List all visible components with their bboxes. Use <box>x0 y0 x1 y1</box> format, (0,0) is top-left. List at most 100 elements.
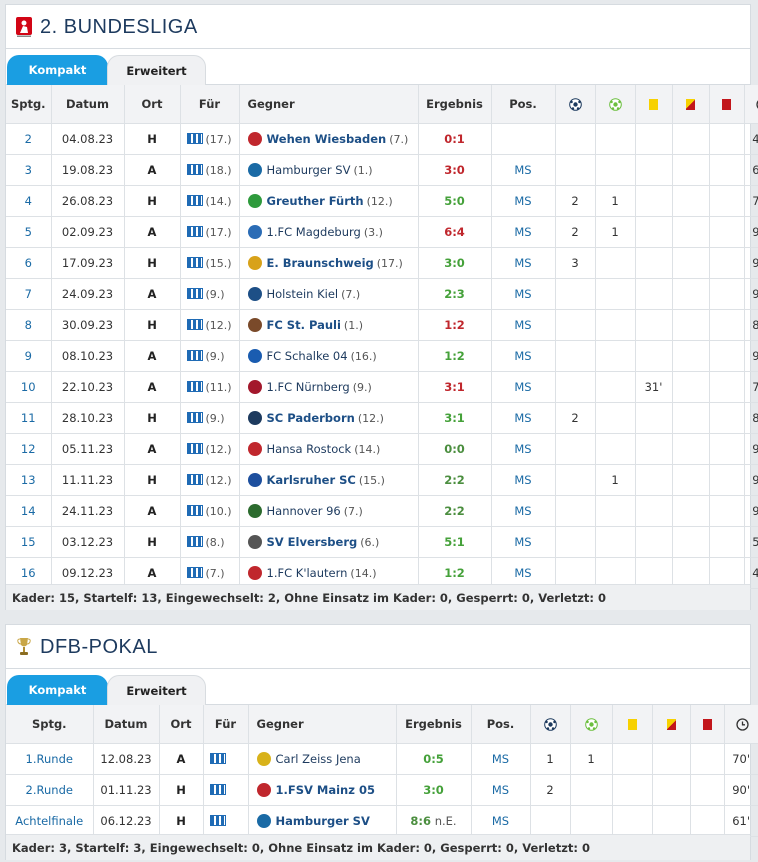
matchday-link[interactable]: 10 <box>6 371 52 403</box>
col-pos[interactable]: Pos. <box>471 705 531 744</box>
position[interactable]: MS <box>471 774 531 806</box>
result-link[interactable]: 3:0 <box>423 782 444 797</box>
own-team[interactable] <box>203 743 249 775</box>
matchday-link[interactable]: 1.Runde <box>6 743 94 775</box>
opponent-name[interactable]: Wehen Wiesbaden <box>266 131 387 146</box>
opponent[interactable]: Karlsruher SC (15.) <box>239 464 419 496</box>
opponent-name[interactable]: 1.FC Nürnberg <box>266 379 350 394</box>
position[interactable]: MS <box>491 464 556 496</box>
own-team[interactable]: (8.) <box>180 526 240 558</box>
own-team[interactable]: (17.) <box>180 123 240 155</box>
own-team[interactable]: (15.) <box>180 247 240 279</box>
own-team[interactable]: (17.) <box>180 216 240 248</box>
col-yellow-red-card[interactable] <box>672 85 710 124</box>
col-assists[interactable] <box>570 705 613 744</box>
matchday-link[interactable]: 11 <box>6 402 52 434</box>
result-link[interactable]: 3:1 <box>444 410 465 425</box>
own-team[interactable]: (14.) <box>180 185 240 217</box>
opponent-name[interactable]: 1.FC Magdeburg <box>266 224 361 239</box>
opponent-name[interactable]: E. Braunschweig <box>266 255 374 270</box>
position[interactable]: MS <box>471 743 531 775</box>
col-goals[interactable] <box>555 85 596 124</box>
tab-erweitert[interactable]: Erweitert <box>107 675 206 705</box>
opponent-name[interactable]: 1.FC K'lautern <box>266 565 348 580</box>
result-link[interactable]: 2:2 <box>444 503 465 518</box>
opponent[interactable]: Carl Zeiss Jena <box>248 743 397 775</box>
opponent-name[interactable]: FC Schalke 04 <box>266 348 348 363</box>
result-link[interactable]: 6:4 <box>444 224 465 239</box>
own-team[interactable]: (12.) <box>180 433 240 465</box>
position[interactable]: MS <box>491 495 556 527</box>
col-ort[interactable]: Ort <box>159 705 204 744</box>
match-result[interactable]: 5:0 <box>418 185 492 217</box>
match-result[interactable]: 3:0 <box>396 774 472 806</box>
col-datum[interactable]: Datum <box>93 705 160 744</box>
result-link[interactable]: 3:0 <box>444 255 465 270</box>
match-result[interactable]: 1:2 <box>418 309 492 341</box>
position[interactable]: MS <box>491 557 556 589</box>
result-link[interactable]: 1:2 <box>444 565 465 580</box>
tab-kompakt[interactable]: Kompakt <box>7 55 108 85</box>
position[interactable]: MS <box>491 402 556 434</box>
result-link[interactable]: 0:5 <box>423 751 444 766</box>
matchday-link[interactable]: 12 <box>6 433 52 465</box>
own-team[interactable]: (11.) <box>180 371 240 403</box>
opponent[interactable]: SC Paderborn (12.) <box>239 402 419 434</box>
matchday-link[interactable]: 3 <box>6 154 52 186</box>
opponent[interactable]: Wehen Wiesbaden (7.) <box>239 123 419 155</box>
opponent-name[interactable]: Karlsruher SC <box>266 472 356 487</box>
col-gegner[interactable]: Gegner <box>248 705 397 744</box>
result-link[interactable]: 5:1 <box>444 534 465 549</box>
col-gegner[interactable]: Gegner <box>239 85 419 124</box>
position[interactable]: MS <box>491 216 556 248</box>
col-minutes[interactable] <box>744 85 758 124</box>
result-link[interactable]: 0:1 <box>444 131 465 146</box>
opponent[interactable]: Hansa Rostock (14.) <box>239 433 419 465</box>
opponent-name[interactable]: Greuther Fürth <box>266 193 364 208</box>
position[interactable]: MS <box>491 371 556 403</box>
col-ergebnis[interactable]: Ergebnis <box>418 85 492 124</box>
result-link[interactable]: 1:2 <box>444 317 465 332</box>
own-team[interactable]: (9.) <box>180 340 240 372</box>
own-team[interactable]: (9.) <box>180 402 240 434</box>
opponent-name[interactable]: 1.FSV Mainz 05 <box>275 782 375 797</box>
opponent[interactable]: FC Schalke 04 (16.) <box>239 340 419 372</box>
col-fuer[interactable]: Für <box>203 705 249 744</box>
opponent-name[interactable]: Hansa Rostock <box>266 441 352 456</box>
opponent[interactable]: 1.FC Magdeburg (3.) <box>239 216 419 248</box>
matchday-link[interactable]: 16 <box>6 557 52 589</box>
opponent[interactable]: E. Braunschweig (17.) <box>239 247 419 279</box>
own-team[interactable]: (12.) <box>180 309 240 341</box>
col-assists[interactable] <box>595 85 636 124</box>
result-link[interactable]: 2:2 <box>444 472 465 487</box>
matchday-link[interactable]: 15 <box>6 526 52 558</box>
position[interactable]: MS <box>491 433 556 465</box>
match-result[interactable]: 0:1 <box>418 123 492 155</box>
own-team[interactable]: (12.) <box>180 464 240 496</box>
match-result[interactable]: 6:4 <box>418 216 492 248</box>
matchday-link[interactable]: 5 <box>6 216 52 248</box>
opponent-name[interactable]: SC Paderborn <box>266 410 355 425</box>
position[interactable]: MS <box>491 185 556 217</box>
position[interactable]: MS <box>491 340 556 372</box>
col-ergebnis[interactable]: Ergebnis <box>396 705 472 744</box>
match-result[interactable]: 5:1 <box>418 526 492 558</box>
own-team[interactable]: (9.) <box>180 278 240 310</box>
opponent[interactable]: Greuther Fürth (12.) <box>239 185 419 217</box>
opponent[interactable]: SV Elversberg (6.) <box>239 526 419 558</box>
col-ort[interactable]: Ort <box>124 85 181 124</box>
position[interactable]: MS <box>491 309 556 341</box>
col-yellow-card[interactable] <box>635 85 673 124</box>
match-result[interactable]: 2:3 <box>418 278 492 310</box>
opponent-name[interactable]: Hamburger SV <box>275 813 370 828</box>
match-result[interactable]: 2:2 <box>418 495 492 527</box>
opponent-name[interactable]: FC St. Pauli <box>266 317 341 332</box>
result-link[interactable]: 1:2 <box>444 348 465 363</box>
position[interactable]: MS <box>491 154 556 186</box>
matchday-link[interactable]: 6 <box>6 247 52 279</box>
match-result[interactable]: 3:0 <box>418 154 492 186</box>
col-fuer[interactable]: Für <box>180 85 240 124</box>
matchday-link[interactable]: 8 <box>6 309 52 341</box>
opponent-name[interactable]: Hamburger SV <box>266 162 351 177</box>
opponent[interactable]: Holstein Kiel (7.) <box>239 278 419 310</box>
